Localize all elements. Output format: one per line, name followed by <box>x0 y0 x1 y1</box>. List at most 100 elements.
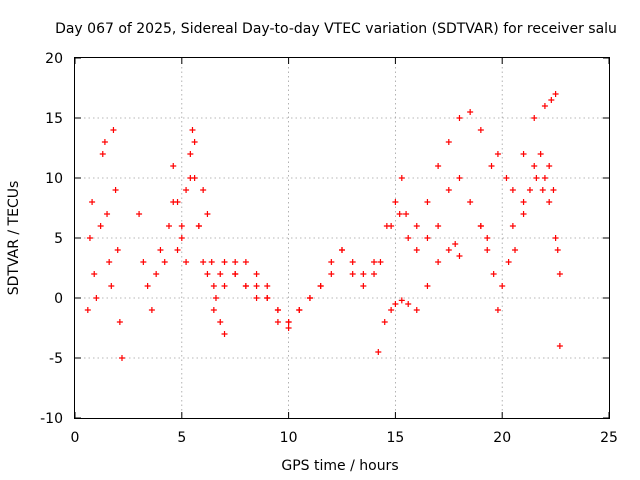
series-a <box>84 127 125 361</box>
data-point <box>204 211 211 217</box>
data-point <box>552 235 559 241</box>
data-point <box>381 319 388 325</box>
data-point <box>467 109 474 115</box>
data-point <box>191 175 198 181</box>
data-point <box>97 223 104 229</box>
y-tick-label: -10 <box>40 411 63 427</box>
data-point <box>405 235 412 241</box>
data-point <box>477 127 484 133</box>
data-point <box>217 271 224 277</box>
data-point <box>533 175 540 181</box>
data-point <box>106 259 113 265</box>
data-point <box>424 283 431 289</box>
data-point <box>360 271 367 277</box>
data-point <box>242 259 249 265</box>
data-point <box>221 331 228 337</box>
data-point <box>413 307 420 313</box>
data-point <box>253 271 260 277</box>
data-point <box>200 259 207 265</box>
data-point <box>375 349 382 355</box>
data-point <box>232 259 239 265</box>
data-point <box>317 283 324 289</box>
data-point <box>413 223 420 229</box>
data-point <box>445 187 452 193</box>
x-tick-label: 5 <box>177 430 186 446</box>
data-point <box>435 163 442 169</box>
data-point <box>456 253 463 259</box>
series-f <box>375 241 463 355</box>
data-point <box>499 283 506 289</box>
data-point <box>403 211 410 217</box>
series-i <box>477 175 563 313</box>
data-point <box>296 307 303 313</box>
data-point <box>242 283 249 289</box>
data-point <box>274 307 281 313</box>
data-point <box>556 271 563 277</box>
data-point <box>264 283 271 289</box>
data-point <box>467 199 474 205</box>
data-point <box>424 235 431 241</box>
data-point <box>99 151 106 157</box>
data-point <box>520 151 527 157</box>
data-point <box>505 259 512 265</box>
data-point <box>264 295 271 301</box>
data-point <box>148 307 155 313</box>
data-point <box>187 151 194 157</box>
y-tick-label: 15 <box>45 111 63 127</box>
series-j <box>509 151 563 349</box>
data-point <box>253 283 260 289</box>
data-point <box>93 295 100 301</box>
data-point <box>116 319 123 325</box>
data-point <box>490 271 497 277</box>
data-point <box>170 163 177 169</box>
chart-title: Day 067 of 2025, Sidereal Day-to-day VTE… <box>55 21 617 37</box>
data-point <box>114 247 121 253</box>
series-d <box>210 175 405 325</box>
data-point <box>520 199 527 205</box>
data-point <box>144 283 151 289</box>
data-point <box>539 187 546 193</box>
data-point <box>503 175 510 181</box>
data-point <box>183 187 190 193</box>
data-point <box>531 115 538 121</box>
data-point <box>285 319 292 325</box>
data-point <box>494 151 501 157</box>
data-point <box>253 295 260 301</box>
data-point <box>104 211 111 217</box>
data-point <box>191 139 198 145</box>
data-point <box>328 271 335 277</box>
data-point <box>189 127 196 133</box>
data-point <box>371 259 378 265</box>
data-point <box>232 271 239 277</box>
data-point <box>377 259 384 265</box>
data-point <box>456 175 463 181</box>
grid-lines <box>75 58 609 418</box>
data-point <box>556 343 563 349</box>
series-h <box>403 91 559 229</box>
data-point <box>526 187 533 193</box>
data-point <box>174 199 181 205</box>
series-g <box>388 175 491 253</box>
data-point <box>512 247 519 253</box>
data-point <box>392 301 399 307</box>
data-point <box>452 241 459 247</box>
data-point <box>328 259 335 265</box>
data-point <box>396 211 403 217</box>
data-point <box>183 259 190 265</box>
data-point <box>165 223 172 229</box>
data-point <box>541 103 548 109</box>
data-point <box>520 211 527 217</box>
data-point <box>89 199 96 205</box>
data-point <box>210 307 217 313</box>
data-point <box>208 259 215 265</box>
data-point <box>477 223 484 229</box>
data-point <box>174 247 181 253</box>
data-point <box>509 187 516 193</box>
data-point <box>210 283 217 289</box>
data-point <box>398 175 405 181</box>
data-point <box>204 271 211 277</box>
data-point <box>153 271 160 277</box>
y-tick-label: 10 <box>45 171 63 187</box>
data-point <box>398 297 405 304</box>
data-point <box>554 247 561 253</box>
